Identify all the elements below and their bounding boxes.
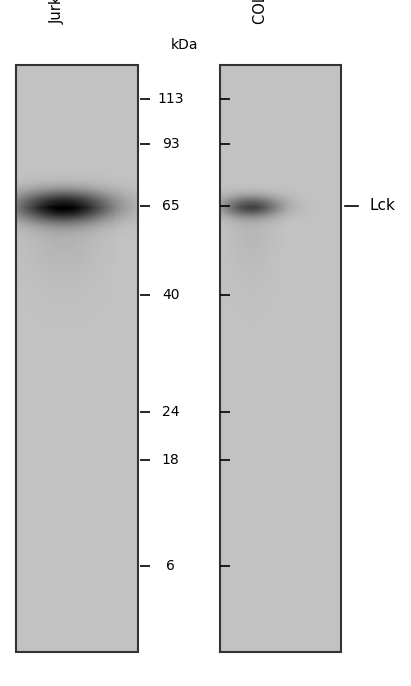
Text: 6: 6: [166, 559, 175, 573]
Text: 113: 113: [157, 93, 184, 106]
Text: 40: 40: [162, 288, 179, 302]
Bar: [220, 65, 341, 652]
Bar: [16, 65, 138, 652]
Text: 65: 65: [162, 199, 179, 213]
Text: 24: 24: [162, 405, 179, 418]
Text: 18: 18: [162, 453, 180, 466]
Text: Jurkat: Jurkat: [50, 0, 65, 24]
Text: kDa: kDa: [171, 38, 198, 51]
Text: Lck: Lck: [370, 198, 396, 213]
Text: COLO 205: COLO 205: [254, 0, 268, 24]
Text: 93: 93: [162, 137, 179, 151]
